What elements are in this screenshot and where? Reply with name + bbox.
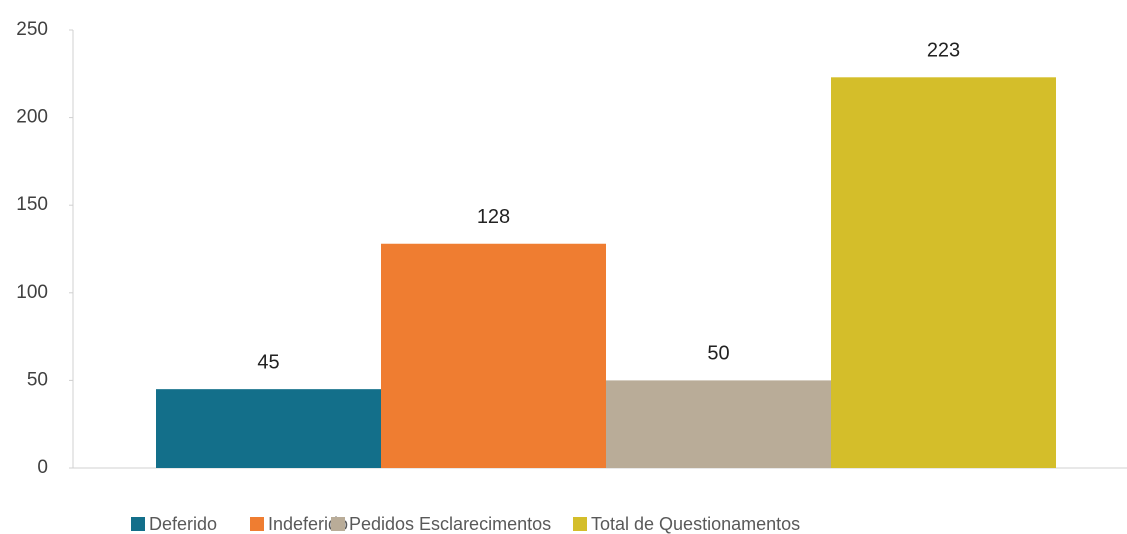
data-label: 50 — [707, 343, 729, 365]
bar — [156, 389, 381, 468]
legend-swatch — [331, 517, 345, 531]
bar — [831, 77, 1056, 468]
y-tick-label: 100 — [16, 282, 48, 303]
data-label: 223 — [927, 40, 960, 62]
legend-label: Pedidos Esclarecimentos — [349, 514, 551, 534]
bar — [606, 380, 831, 468]
y-tick-label: 150 — [16, 194, 48, 215]
legend-label: Deferido — [149, 514, 217, 534]
legend-swatch — [131, 517, 145, 531]
y-tick-label: 250 — [16, 19, 48, 40]
legend-label: Indeferido — [268, 514, 348, 534]
legend-swatch — [250, 517, 264, 531]
data-label: 128 — [477, 206, 510, 228]
y-tick-label: 50 — [27, 369, 48, 390]
data-label: 45 — [257, 351, 279, 373]
bar — [381, 243, 606, 468]
legend-swatch — [573, 517, 587, 531]
y-tick-label: 0 — [37, 457, 48, 478]
legend-label: Total de Questionamentos — [591, 514, 800, 534]
y-tick-label: 200 — [16, 107, 48, 128]
